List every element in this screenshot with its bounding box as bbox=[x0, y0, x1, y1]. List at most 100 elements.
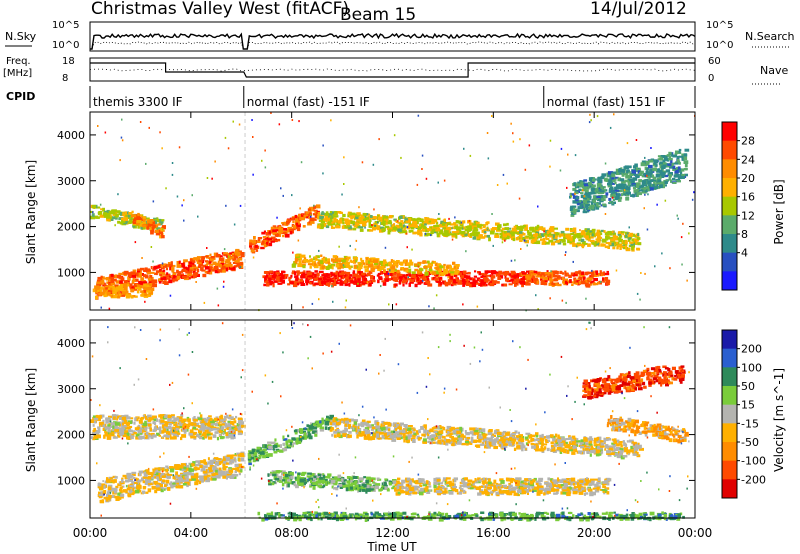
range-cell bbox=[99, 214, 105, 218]
noise-cell bbox=[318, 224, 321, 227]
range-cell bbox=[165, 264, 168, 268]
range-cell bbox=[462, 270, 467, 275]
range-cell bbox=[100, 275, 103, 278]
range-cell bbox=[578, 243, 584, 246]
range-cell bbox=[123, 221, 128, 225]
range-cell bbox=[494, 271, 498, 275]
noise-cell bbox=[628, 226, 630, 229]
range-cell bbox=[417, 281, 422, 285]
range-cell bbox=[139, 223, 143, 227]
range-cell bbox=[147, 414, 152, 419]
range-cell bbox=[135, 428, 139, 432]
range-cell bbox=[633, 165, 637, 168]
range-cell bbox=[180, 414, 184, 418]
range-cell bbox=[585, 204, 589, 208]
range-cell bbox=[456, 230, 460, 233]
range-cell bbox=[306, 274, 310, 278]
range-cell bbox=[529, 236, 533, 240]
range-cell bbox=[589, 282, 593, 286]
range-cell bbox=[383, 259, 387, 263]
range-cell bbox=[388, 262, 393, 266]
range-cell bbox=[107, 436, 111, 440]
range-cell bbox=[218, 476, 221, 479]
y-tick-label: 1000 bbox=[57, 266, 85, 279]
range-cell bbox=[103, 287, 108, 291]
range-cell bbox=[417, 232, 422, 236]
range-cell bbox=[148, 433, 152, 436]
range-cell bbox=[346, 256, 351, 260]
range-cell bbox=[627, 169, 630, 172]
range-cell bbox=[587, 230, 592, 233]
range-cell bbox=[515, 232, 521, 235]
range-cell bbox=[424, 217, 428, 220]
range-cell bbox=[143, 219, 146, 224]
range-cell bbox=[678, 148, 682, 151]
range-cell bbox=[370, 267, 375, 272]
range-cell bbox=[112, 425, 115, 429]
range-cell bbox=[237, 417, 243, 420]
range-cell bbox=[559, 270, 563, 273]
range-cell bbox=[534, 281, 538, 284]
range-cell bbox=[228, 256, 232, 260]
range-cell bbox=[156, 418, 158, 422]
range-cell bbox=[414, 268, 418, 272]
range-cell bbox=[425, 280, 431, 284]
noise-cell bbox=[676, 214, 678, 217]
range-cell bbox=[135, 287, 139, 290]
range-cell bbox=[128, 479, 133, 482]
range-cell bbox=[603, 177, 608, 182]
range-cell bbox=[156, 476, 159, 480]
range-cell bbox=[149, 282, 153, 287]
range-cell bbox=[605, 241, 610, 245]
range-cell bbox=[572, 243, 577, 247]
range-cell bbox=[462, 283, 466, 287]
range-cell bbox=[102, 423, 106, 428]
noise-cell bbox=[661, 252, 663, 255]
noise-cell bbox=[506, 182, 508, 185]
range-cell bbox=[671, 177, 676, 181]
range-cell bbox=[599, 270, 602, 274]
range-cell bbox=[609, 179, 613, 183]
range-cell bbox=[111, 209, 114, 214]
range-cell bbox=[140, 226, 143, 230]
range-cell bbox=[334, 256, 339, 260]
range-cell bbox=[324, 216, 329, 219]
noise-cell bbox=[686, 279, 688, 282]
range-cell bbox=[602, 203, 607, 206]
range-cell bbox=[653, 186, 659, 190]
range-cell bbox=[170, 267, 175, 271]
range-cell bbox=[638, 179, 643, 183]
range-cell bbox=[189, 269, 193, 273]
range-cell bbox=[315, 422, 320, 427]
range-cell bbox=[578, 281, 583, 284]
range-cell bbox=[397, 228, 402, 232]
range-cell bbox=[110, 287, 113, 291]
noise-cell bbox=[374, 224, 376, 227]
range-cell bbox=[294, 275, 299, 279]
range-cell bbox=[167, 418, 172, 422]
range-cell bbox=[231, 473, 236, 478]
range-cell bbox=[172, 275, 175, 278]
range-cell bbox=[538, 235, 542, 239]
range-cell bbox=[382, 281, 387, 286]
range-cell bbox=[132, 476, 136, 480]
noise-cell bbox=[561, 299, 564, 302]
range-cell bbox=[333, 219, 338, 223]
range-cell bbox=[405, 220, 411, 223]
range-cell bbox=[596, 202, 599, 207]
range-cell bbox=[264, 276, 267, 280]
range-cell bbox=[587, 283, 590, 288]
range-cell bbox=[281, 279, 285, 284]
range-cell bbox=[156, 224, 159, 228]
range-cell bbox=[543, 281, 548, 286]
range-cell bbox=[314, 270, 318, 273]
range-cell bbox=[349, 274, 353, 277]
range-cell bbox=[168, 430, 174, 435]
range-cell bbox=[209, 263, 214, 266]
range-cell bbox=[181, 478, 186, 483]
range-cell bbox=[175, 479, 180, 483]
range-cell bbox=[185, 274, 190, 278]
range-cell bbox=[501, 283, 504, 287]
range-cell bbox=[319, 215, 324, 220]
